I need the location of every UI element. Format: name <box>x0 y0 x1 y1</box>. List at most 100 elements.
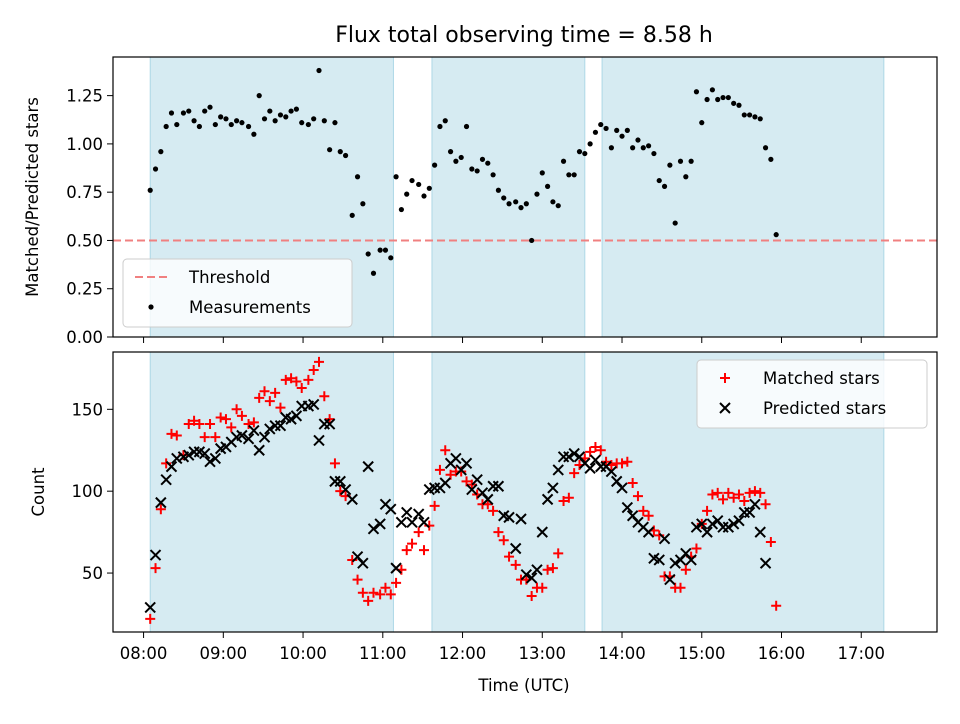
plus-point-21 <box>254 392 265 403</box>
plus-point-27 <box>286 373 297 384</box>
x-point-23 <box>264 423 276 435</box>
plus-point-106 <box>712 487 723 498</box>
x-point-69 <box>515 513 527 525</box>
plus-point-59 <box>461 476 472 487</box>
x-point-25 <box>274 419 287 432</box>
x-point-42 <box>367 523 380 535</box>
dot-point-69 <box>518 205 524 211</box>
plus-point-46 <box>391 577 402 588</box>
dot-point-75 <box>550 199 556 205</box>
dot-point-44 <box>382 247 389 253</box>
dot-point-7 <box>180 110 187 116</box>
x-point-109 <box>727 518 740 530</box>
plus-point-104 <box>702 505 713 516</box>
dot-point-105 <box>709 87 715 93</box>
dot-point-14 <box>218 114 224 120</box>
dot-point-112 <box>747 112 753 118</box>
dot-point-79 <box>571 172 577 178</box>
dot-point-94 <box>651 150 657 157</box>
dot-point-5 <box>168 110 175 116</box>
dot-point-33 <box>321 118 327 124</box>
plus-point-33 <box>319 391 330 402</box>
dot-point-91 <box>635 137 641 143</box>
x-point-88 <box>616 482 628 494</box>
dot-point-73 <box>539 170 545 176</box>
dot-point-99 <box>677 158 684 164</box>
plus-point-19 <box>243 419 254 430</box>
x-tick-label: 14:00 <box>598 644 646 663</box>
x-point-2 <box>149 549 162 561</box>
x-point-19 <box>242 433 255 445</box>
dot-point-66 <box>501 195 507 201</box>
dot-point-76 <box>555 203 561 209</box>
plus-point-48 <box>401 545 412 556</box>
plus-point-22 <box>259 386 270 397</box>
legend: Threshold Measurements <box>122 258 353 328</box>
dot-point-31 <box>311 116 317 122</box>
panel-frame <box>112 351 938 633</box>
x-point-45 <box>385 503 397 515</box>
plus-point-91 <box>632 491 643 502</box>
x-point-75 <box>547 482 559 494</box>
x-point-57 <box>450 452 462 465</box>
observing-window-2 <box>431 351 586 633</box>
legend-label: Predicted stars <box>763 399 886 418</box>
dot-point-81 <box>582 150 588 157</box>
plus-point-88 <box>617 458 628 469</box>
x-point-55 <box>439 477 451 489</box>
plus-point-45 <box>385 589 396 600</box>
plus-point-65 <box>493 527 504 538</box>
plus-point-108 <box>723 487 734 498</box>
dot-point-72 <box>534 191 540 197</box>
plus-point-117 <box>771 600 782 611</box>
series-group <box>144 356 782 624</box>
x-point-28 <box>290 410 303 422</box>
dot-point-83 <box>592 129 599 135</box>
x-point-59 <box>460 457 473 470</box>
plus-point-114 <box>755 487 766 498</box>
plus-point-111 <box>739 496 750 507</box>
plus-point-44 <box>380 582 391 593</box>
x-point-63 <box>482 493 494 506</box>
plus-point-51 <box>418 545 429 556</box>
x-point-11 <box>198 447 211 460</box>
x-point-22 <box>258 431 271 443</box>
plus-point-71 <box>526 590 537 601</box>
dot-point-17 <box>234 118 240 124</box>
dot-point-59 <box>463 123 470 130</box>
dot-point-114 <box>757 116 763 122</box>
plus-point-83 <box>590 441 601 452</box>
x-point-32 <box>313 434 325 447</box>
x-point-13 <box>209 452 222 465</box>
dot-point-34 <box>327 147 333 153</box>
dot-point-60 <box>469 166 475 172</box>
x-point-21 <box>253 444 265 456</box>
plus-point-8 <box>183 419 194 430</box>
dot-point-113 <box>752 114 758 120</box>
legend-plus-marker <box>720 373 730 383</box>
dot-point-26 <box>283 114 289 120</box>
plus-point-29 <box>296 383 307 394</box>
dot-point-38 <box>349 212 355 218</box>
chart-title: Flux total observing time = 8.58 h <box>335 23 713 48</box>
dot-point-115 <box>762 145 769 151</box>
dot-point-84 <box>598 121 604 128</box>
dot-point-56 <box>447 149 454 155</box>
x-point-68 <box>509 542 522 555</box>
dot-point-39 <box>354 174 361 180</box>
dot-point-70 <box>523 201 529 207</box>
x-point-20 <box>248 424 260 437</box>
x-point-72 <box>531 564 543 576</box>
dot-point-97 <box>667 162 673 168</box>
x-point-113 <box>749 498 761 510</box>
x-point-37 <box>339 483 352 496</box>
x-point-82 <box>584 462 596 474</box>
dot-point-19 <box>245 123 252 130</box>
dot-point-32 <box>316 67 322 74</box>
plus-point-58 <box>456 466 467 477</box>
plus-point-107 <box>718 494 729 505</box>
dot-point-11 <box>202 108 208 114</box>
dot-point-93 <box>646 143 652 149</box>
dot-point-67 <box>506 201 512 207</box>
plus-point-89 <box>622 456 633 467</box>
